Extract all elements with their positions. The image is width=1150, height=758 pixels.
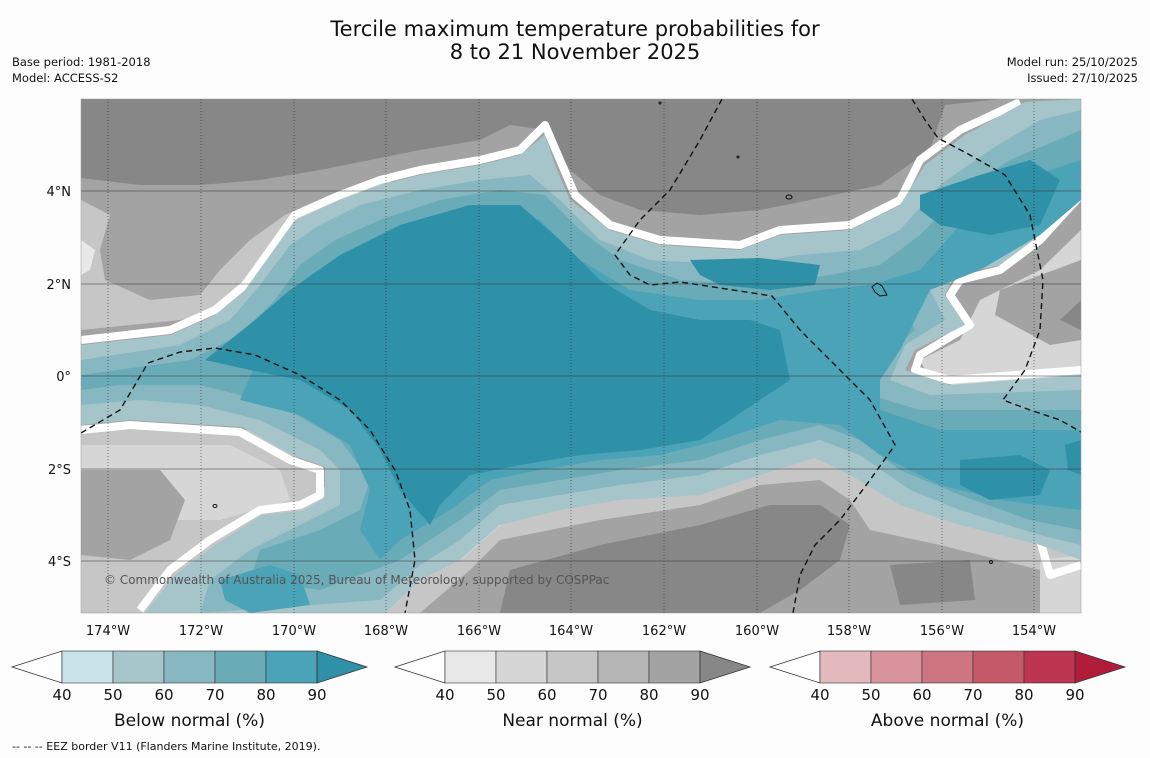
colorbar-tick-label: 40 bbox=[52, 686, 71, 704]
lat-tick-label: 4°N bbox=[47, 185, 72, 200]
islands bbox=[212, 101, 993, 564]
lat-tick-label: 0° bbox=[56, 370, 71, 385]
colorbar-segment bbox=[819, 650, 872, 684]
colorbar-tick-label: 50 bbox=[486, 686, 505, 704]
colorbar-tick-label: 90 bbox=[1065, 686, 1084, 704]
colorbar-tick-label: 80 bbox=[256, 686, 275, 704]
colorbar-tick-label: 90 bbox=[690, 686, 709, 704]
meta-left: Base period: 1981-2018 Model: ACCESS-S2 bbox=[12, 54, 151, 86]
colorbar-segment bbox=[648, 650, 701, 684]
colorbar-low-tip bbox=[10, 650, 63, 684]
colorbar-segment bbox=[495, 650, 548, 684]
colorbar-segment bbox=[61, 650, 114, 684]
colorbar-high-tip bbox=[316, 650, 369, 684]
base-period: Base period: 1981-2018 bbox=[12, 55, 151, 69]
copyright-notice: © Commonwealth of Australia 2025, Bureau… bbox=[104, 573, 609, 587]
title-line-1: Tercile maximum temperature probabilitie… bbox=[330, 17, 820, 41]
colorbar-tick-label: 70 bbox=[588, 686, 607, 704]
colorbar-segment bbox=[444, 650, 497, 684]
colorbar-tick-label: 60 bbox=[912, 686, 931, 704]
lat-tick-label: 2°S bbox=[48, 463, 71, 478]
lon-tick-label: 174°W bbox=[86, 624, 130, 639]
colorbar-tick-label: 90 bbox=[307, 686, 326, 704]
lon-tick-label: 172°W bbox=[179, 624, 223, 639]
model-name: Model: ACCESS-S2 bbox=[12, 71, 119, 85]
lon-tick-label: 154°W bbox=[1012, 624, 1056, 639]
colorbar-label: Below normal (%) bbox=[114, 711, 265, 731]
colorbar-segment bbox=[546, 650, 599, 684]
colorbar-segment bbox=[1023, 650, 1076, 684]
lon-tick-label: 160°W bbox=[735, 624, 779, 639]
map-title: Tercile maximum temperature probabilitie… bbox=[0, 18, 1150, 64]
colorbar-tick-label: 60 bbox=[537, 686, 556, 704]
colorbar-0: 40 50 60 70 80 90 Below normal (%) bbox=[10, 650, 369, 731]
eez-borders bbox=[81, 99, 1081, 613]
model-run: Model run: 25/10/2025 bbox=[1006, 55, 1138, 69]
colorbar-segment bbox=[597, 650, 650, 684]
colorbar-high-tip bbox=[699, 650, 752, 684]
title-line-2: 8 to 21 November 2025 bbox=[449, 40, 701, 64]
colorbar-high-tip bbox=[1074, 650, 1127, 684]
eez-footnote: -- -- -- EEZ border V11 (Flanders Marine… bbox=[12, 740, 321, 753]
lon-tick-label: 170°W bbox=[272, 624, 316, 639]
colorbar-low-tip bbox=[393, 650, 446, 684]
colorbar-tick-label: 70 bbox=[963, 686, 982, 704]
colorbar-tick-label: 50 bbox=[861, 686, 880, 704]
lon-tick-label: 166°W bbox=[457, 624, 501, 639]
colorbar-segment bbox=[265, 650, 318, 684]
colorbar-low-tip bbox=[768, 650, 821, 684]
colorbar-tick-label: 40 bbox=[810, 686, 829, 704]
issued-date: Issued: 27/10/2025 bbox=[1027, 71, 1138, 85]
colorbar-segment bbox=[921, 650, 974, 684]
colorbar-tick-label: 60 bbox=[154, 686, 173, 704]
lon-tick-label: 164°W bbox=[549, 624, 593, 639]
colorbar-tick-label: 80 bbox=[639, 686, 658, 704]
colorbar-tick-label: 40 bbox=[435, 686, 454, 704]
lon-tick-label: 168°W bbox=[364, 624, 408, 639]
meta-right: Model run: 25/10/2025 Issued: 27/10/2025 bbox=[1007, 54, 1138, 86]
map-area bbox=[81, 99, 1081, 613]
colorbar-segment bbox=[972, 650, 1025, 684]
colorbar-tick-label: 80 bbox=[1014, 686, 1033, 704]
colorbar-1: 40 50 60 70 80 90 Near normal (%) bbox=[393, 650, 752, 731]
colorbar-tick-label: 70 bbox=[205, 686, 224, 704]
lon-tick-label: 156°W bbox=[920, 624, 964, 639]
colorbar-segment bbox=[112, 650, 165, 684]
colorbar-tick-label: 50 bbox=[103, 686, 122, 704]
lat-tick-label: 4°S bbox=[48, 555, 71, 570]
lon-tick-label: 158°W bbox=[827, 624, 871, 639]
colorbar-segment bbox=[214, 650, 267, 684]
lat-tick-label: 2°N bbox=[47, 278, 72, 293]
colorbar-segment bbox=[870, 650, 923, 684]
colorbar-label: Above normal (%) bbox=[871, 711, 1024, 731]
colorbar-label: Near normal (%) bbox=[502, 711, 642, 731]
lon-tick-label: 162°W bbox=[642, 624, 686, 639]
colorbar-2: 40 50 60 70 80 90 Above normal (%) bbox=[768, 650, 1127, 731]
colorbar-segment bbox=[163, 650, 216, 684]
